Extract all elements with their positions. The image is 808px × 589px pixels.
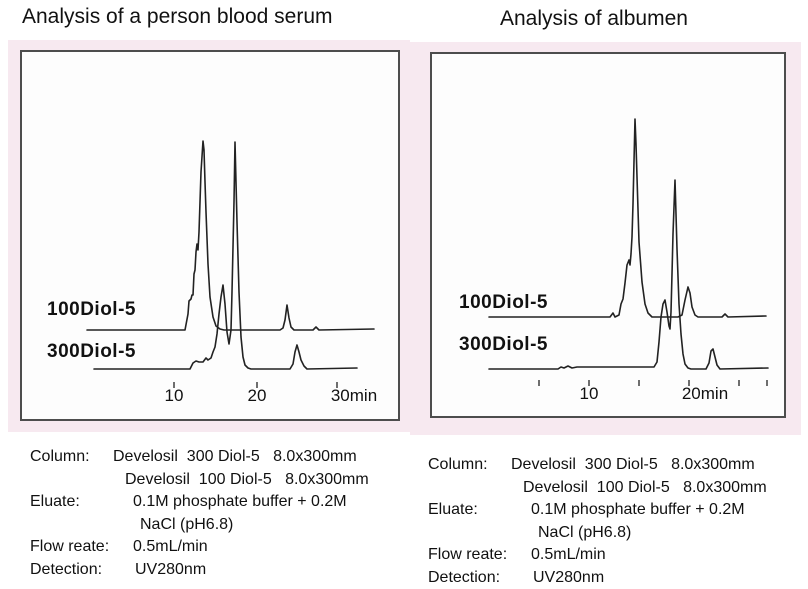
albumen-trace-label-100diol5: 100Diol-5 [459, 292, 548, 313]
condition-value: Develosil 100 Diol-5 8.0x300mm [125, 470, 369, 488]
condition-row-flowrate: Flow reate: 0.5mL/min [428, 544, 806, 567]
condition-row-eluate2: NaCl (pH6.8) [428, 522, 806, 545]
serum-trace-label-300diol5: 300Diol-5 [47, 341, 136, 362]
trace-300diol-5 [93, 141, 358, 370]
condition-label: Eluate: [428, 501, 478, 518]
trace-300diol-5 [488, 179, 769, 370]
serum-axis-tick-label-10: 10 [164, 386, 184, 405]
condition-label: Detection: [428, 568, 501, 586]
albumen-panel: 100Diol-5 300Diol-5 10 20min [410, 42, 801, 435]
albumen-chromatogram-svg [488, 118, 769, 386]
condition-value: Develosil 100 Diol-5 8.0x300mm [523, 478, 767, 496]
condition-label: Detection: [30, 560, 103, 578]
condition-value: Develosil 300 Diol-5 8.0x300mm [113, 448, 357, 465]
condition-value: UV280nm [135, 560, 207, 578]
right-panel-title: Analysis of albumen [500, 7, 688, 30]
condition-row-detection: Detection: UV280nm [30, 559, 422, 582]
condition-value: 0.5mL/min [531, 546, 606, 563]
condition-value: 0.1M phosphate buffer + 0.2M [133, 493, 347, 510]
condition-label: Flow reate: [30, 538, 110, 555]
condition-value: UV280nm [533, 568, 605, 586]
condition-value: NaCl (pH6.8) [140, 515, 234, 533]
condition-label: Column: [428, 456, 488, 473]
albumen-axis-tick-label-20min: 20min [681, 384, 729, 403]
condition-row-eluate: Eluate: 0.1M phosphate buffer + 0.2M [428, 499, 806, 522]
condition-value: NaCl (pH6.8) [538, 523, 632, 541]
albumen-chromatogram-plot: 100Diol-5 300Diol-5 10 20min [430, 52, 786, 418]
serum-chromatogram-plot: 100Diol-5 300Diol-5 10 20 30min [20, 50, 400, 421]
condition-label: Flow reate: [428, 546, 508, 563]
trace-100diol-5 [488, 118, 767, 318]
condition-label: Column: [30, 448, 90, 465]
serum-panel: 100Diol-5 300Diol-5 10 20 30min [8, 40, 410, 432]
condition-row-column2: Develosil 100 Diol-5 8.0x300mm [428, 477, 806, 500]
left-panel-title: Analysis of a person blood serum [22, 5, 333, 28]
condition-value: 0.5mL/min [133, 538, 208, 555]
condition-row-column2: Develosil 100 Diol-5 8.0x300mm [30, 469, 422, 492]
albumen-trace-label-300diol5: 300Diol-5 [459, 334, 548, 355]
serum-trace-label-100diol5: 100Diol-5 [47, 299, 136, 320]
condition-row-eluate2: NaCl (pH6.8) [30, 514, 422, 537]
serum-chromatogram-svg [86, 140, 375, 388]
serum-axis-tick-label-20: 20 [247, 386, 267, 405]
condition-row-column: Column: Develosil 300 Diol-5 8.0x300mm [30, 446, 422, 469]
condition-label: Eluate: [30, 493, 80, 510]
condition-row-column: Column: Develosil 300 Diol-5 8.0x300mm [428, 454, 806, 477]
albumen-axis-tick-label-10: 10 [579, 384, 599, 403]
trace-100diol-5 [86, 140, 375, 331]
condition-row-eluate: Eluate: 0.1M phosphate buffer + 0.2M [30, 491, 422, 514]
condition-row-detection: Detection: UV280nm [428, 567, 806, 589]
albumen-conditions-block: Column: Develosil 300 Diol-5 8.0x300mm D… [428, 454, 806, 589]
serum-conditions-block: Column: Develosil 300 Diol-5 8.0x300mm D… [30, 446, 422, 581]
condition-value: Develosil 300 Diol-5 8.0x300mm [511, 456, 755, 473]
condition-value: 0.1M phosphate buffer + 0.2M [531, 501, 745, 518]
serum-axis-tick-label-30min: 30min [330, 386, 378, 405]
condition-row-flowrate: Flow reate: 0.5mL/min [30, 536, 422, 559]
